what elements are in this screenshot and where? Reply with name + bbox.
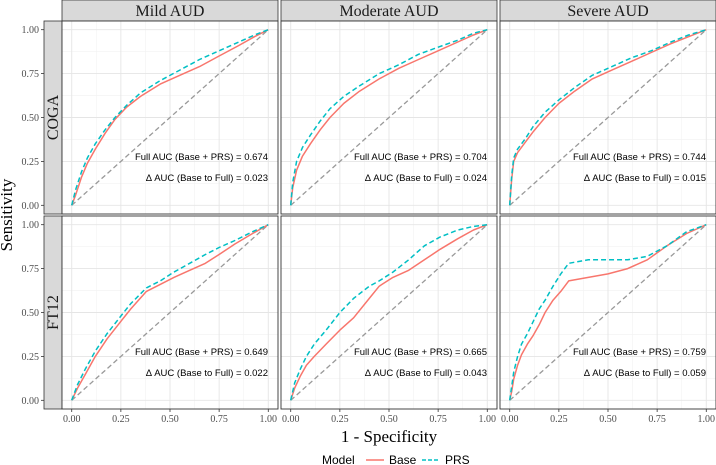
panel-coga-severe-aud: Full AUC (Base + PRS) = 0.744 Δ AUC (Base… bbox=[499, 20, 716, 215]
x-tick-label: 1.00 bbox=[479, 414, 497, 425]
row-strip-label: COGA bbox=[45, 94, 62, 140]
panel-ft12-severe-aud: Full AUC (Base + PRS) = 0.759 Δ AUC (Base… bbox=[499, 215, 716, 425]
legend-label-base: Base bbox=[389, 453, 417, 465]
x-tick-label: 0.00 bbox=[63, 414, 81, 425]
reference-diagonal-line bbox=[71, 29, 269, 206]
column-strip-label: Mild AUD bbox=[136, 3, 205, 20]
x-tick-label: 1.00 bbox=[698, 414, 716, 425]
panel-ft12-mild-aud: Full AUC (Base + PRS) = 0.649 Δ AUC (Base… bbox=[22, 215, 279, 425]
x-tick-label: 0.00 bbox=[501, 414, 519, 425]
panel-border bbox=[499, 20, 716, 215]
roc-curve-base bbox=[508, 224, 707, 401]
panel-ft12-moderate-aud: Full AUC (Base + PRS) = 0.665 Δ AUC (Base… bbox=[280, 215, 498, 425]
roc-curve-base bbox=[289, 223, 488, 401]
full-auc-annotation: Full AUC (Base + PRS) = 0.674 bbox=[135, 152, 268, 163]
delta-auc-annotation: Δ AUC (Base to Full) = 0.015 bbox=[584, 173, 706, 184]
x-tick-label: 0.50 bbox=[599, 414, 617, 425]
reference-diagonal-line bbox=[509, 29, 707, 206]
roc-curve-base bbox=[289, 28, 488, 206]
x-axis-label: 1 - Specificity bbox=[341, 427, 438, 446]
x-tick-label: 0.25 bbox=[112, 414, 130, 425]
y-tick-label: 0.25 bbox=[22, 157, 40, 168]
y-tick-label: 0.00 bbox=[22, 396, 40, 407]
x-tick-label: 0.25 bbox=[550, 414, 568, 425]
x-tick-label: 0.75 bbox=[429, 414, 447, 425]
roc-curve-prs bbox=[70, 224, 269, 401]
y-axis-label: Sensitivity bbox=[0, 178, 16, 251]
roc-curve-prs bbox=[70, 28, 269, 206]
legend: Model Base PRS bbox=[322, 453, 470, 465]
y-tick-label: 1.00 bbox=[22, 25, 40, 36]
reference-diagonal-line bbox=[290, 224, 488, 401]
y-tick-label: 0.50 bbox=[22, 113, 40, 124]
delta-auc-annotation: Δ AUC (Base to Full) = 0.059 bbox=[584, 368, 706, 379]
y-tick-label: 0.25 bbox=[22, 352, 40, 363]
row-strip-label: FT12 bbox=[45, 295, 62, 330]
reference-diagonal-line bbox=[509, 224, 707, 401]
panel-border bbox=[280, 20, 498, 215]
roc-curve-base bbox=[71, 224, 269, 401]
legend-label-prs: PRS bbox=[445, 453, 470, 465]
delta-auc-annotation: Δ AUC (Base to Full) = 0.043 bbox=[365, 368, 487, 379]
column-strip-label: Moderate AUD bbox=[339, 3, 438, 20]
panel-coga-mild-aud: Full AUC (Base + PRS) = 0.674 Δ AUC (Base… bbox=[22, 20, 279, 215]
delta-auc-annotation: Δ AUC (Base to Full) = 0.022 bbox=[146, 368, 268, 379]
y-tick-label: 0.75 bbox=[22, 264, 40, 275]
full-auc-annotation: Full AUC (Base + PRS) = 0.704 bbox=[354, 152, 487, 163]
roc-curve-base bbox=[508, 29, 707, 206]
y-tick-label: 0.75 bbox=[22, 69, 40, 80]
reference-diagonal-line bbox=[71, 224, 269, 401]
delta-auc-annotation: Δ AUC (Base to Full) = 0.024 bbox=[365, 173, 487, 184]
y-tick-label: 0.00 bbox=[22, 201, 40, 212]
x-tick-label: 0.75 bbox=[648, 414, 666, 425]
panels-layer: Mild AUD Moderate AUD Severe AUDCOGAFT12Fu… bbox=[22, 0, 716, 425]
y-tick-label: 1.00 bbox=[22, 220, 40, 231]
roc-curve-base bbox=[70, 29, 269, 206]
panel-coga-moderate-aud: Full AUC (Base + PRS) = 0.704 Δ AUC (Base… bbox=[280, 20, 498, 215]
x-tick-label: 0.50 bbox=[161, 414, 179, 425]
full-auc-annotation: Full AUC (Base + PRS) = 0.665 bbox=[354, 347, 487, 358]
delta-auc-annotation: Δ AUC (Base to Full) = 0.023 bbox=[146, 173, 268, 184]
x-tick-label: 0.00 bbox=[282, 414, 300, 425]
roc-curve-prs bbox=[508, 223, 707, 401]
full-auc-annotation: Full AUC (Base + PRS) = 0.759 bbox=[573, 347, 706, 358]
panel-border bbox=[61, 20, 279, 215]
column-strip-label: Severe AUD bbox=[567, 3, 648, 20]
x-tick-label: 0.25 bbox=[331, 414, 349, 425]
x-tick-label: 0.75 bbox=[210, 414, 228, 425]
x-tick-label: 0.50 bbox=[380, 414, 398, 425]
y-tick-label: 0.50 bbox=[22, 308, 40, 319]
roc-curve-prs bbox=[289, 223, 488, 401]
roc-curve-prs bbox=[508, 28, 707, 206]
roc-curve-prs bbox=[289, 28, 488, 206]
legend-title: Model bbox=[322, 453, 355, 465]
reference-diagonal-line bbox=[290, 29, 488, 206]
full-auc-annotation: Full AUC (Base + PRS) = 0.649 bbox=[135, 347, 268, 358]
full-auc-annotation: Full AUC (Base + PRS) = 0.744 bbox=[573, 152, 706, 163]
x-tick-label: 1.00 bbox=[260, 414, 278, 425]
